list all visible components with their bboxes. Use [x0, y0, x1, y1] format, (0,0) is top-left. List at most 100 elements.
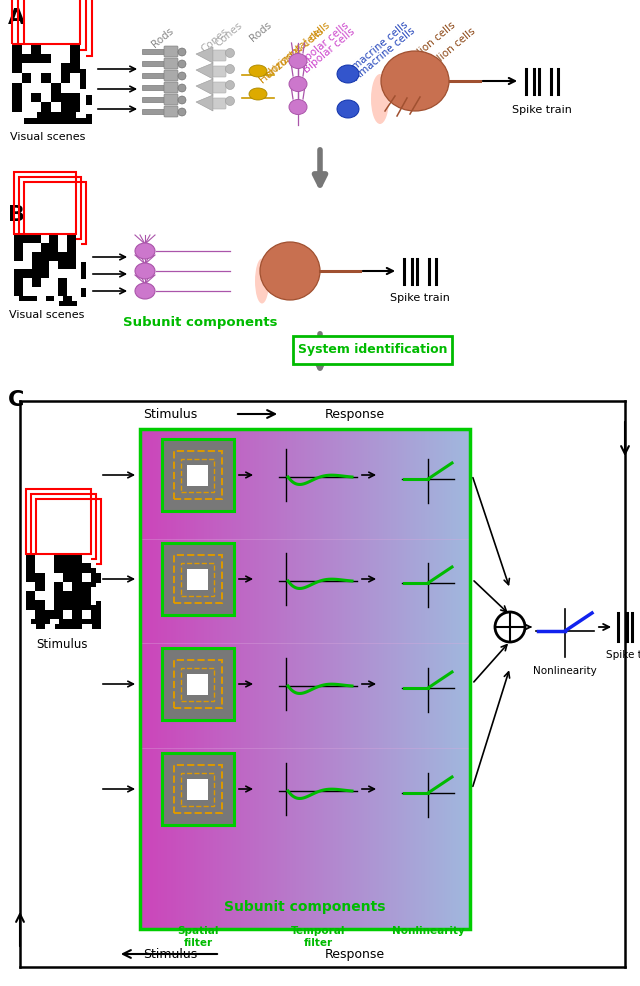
Bar [23, 235, 32, 244]
Bar [86, 615, 96, 624]
Bar [41, 54, 51, 64]
Bar [28, 293, 36, 302]
Bar [24, 96, 34, 106]
Bar [44, 96, 53, 106]
Bar [162, 753, 234, 825]
Bar [51, 104, 61, 112]
Bar [63, 266, 72, 275]
Bar [47, 109, 57, 119]
Bar [31, 104, 41, 112]
Bar [54, 592, 63, 600]
Bar [77, 605, 86, 615]
Bar [18, 0, 86, 51]
Bar [28, 240, 36, 248]
Bar [54, 284, 63, 293]
Bar [24, 253, 33, 262]
Bar [73, 564, 83, 574]
Text: Nonlinearity: Nonlinearity [533, 666, 597, 675]
Text: Spike train: Spike train [512, 105, 572, 115]
Text: Amacrine cells: Amacrine cells [345, 20, 410, 77]
Text: Response: Response [325, 948, 385, 960]
Bar [77, 253, 86, 262]
Bar [77, 569, 86, 578]
Bar [57, 51, 67, 61]
Bar [92, 574, 101, 583]
Bar [72, 96, 83, 106]
Bar [54, 574, 64, 583]
Bar [12, 64, 22, 74]
Bar [83, 593, 92, 601]
Bar [36, 240, 45, 248]
Bar [18, 100, 28, 109]
Bar [28, 109, 37, 119]
Bar [28, 275, 36, 284]
Text: Spatial
filter: Spatial filter [177, 925, 219, 947]
Bar [72, 266, 81, 275]
Bar [24, 0, 92, 57]
Bar [70, 64, 80, 74]
Bar [82, 554, 91, 564]
Bar [23, 270, 32, 279]
Bar [31, 64, 41, 74]
Bar [49, 261, 58, 270]
Bar [45, 583, 54, 592]
Bar [57, 80, 67, 90]
Bar [31, 94, 41, 104]
Bar [67, 279, 76, 288]
Circle shape [178, 85, 186, 93]
Bar [82, 610, 91, 619]
Bar [70, 45, 80, 54]
Bar [28, 248, 36, 257]
Bar [76, 90, 86, 100]
Bar [45, 293, 54, 302]
Bar [54, 583, 64, 593]
Bar [14, 270, 23, 279]
Text: Temporal
filter: Temporal filter [291, 925, 345, 947]
Text: Spike train: Spike train [606, 650, 640, 660]
Bar [82, 573, 91, 583]
Text: Visual scenes: Visual scenes [10, 310, 84, 319]
FancyBboxPatch shape [164, 106, 178, 118]
Bar [49, 279, 58, 288]
FancyBboxPatch shape [293, 336, 452, 365]
Bar [28, 266, 36, 275]
Text: C: C [8, 389, 24, 409]
Bar [140, 430, 470, 929]
Bar [77, 615, 86, 624]
Bar [24, 106, 34, 115]
Bar [32, 270, 40, 279]
Bar [72, 240, 81, 248]
Bar [83, 115, 92, 125]
Bar [54, 564, 63, 573]
Bar [68, 280, 77, 289]
Bar [53, 106, 63, 115]
Bar [51, 64, 61, 74]
Bar [24, 280, 33, 289]
Bar [14, 261, 23, 270]
Bar [51, 94, 61, 104]
Bar [45, 240, 54, 248]
Circle shape [178, 97, 186, 105]
Bar [19, 248, 28, 257]
Bar [24, 115, 34, 125]
Bar [42, 253, 51, 262]
Bar [22, 45, 31, 54]
Bar [49, 569, 59, 578]
Bar [58, 252, 67, 261]
Bar [18, 90, 28, 100]
Bar [31, 495, 96, 559]
Bar [57, 61, 67, 70]
Bar [63, 554, 72, 564]
Bar [19, 284, 28, 293]
Text: B: B [8, 205, 25, 225]
Bar [63, 57, 72, 67]
Bar [34, 76, 44, 86]
Bar [24, 245, 33, 253]
Bar [22, 104, 31, 112]
FancyBboxPatch shape [164, 71, 178, 82]
Bar [35, 600, 45, 610]
Bar [54, 275, 63, 284]
Bar [162, 649, 234, 720]
Bar [41, 64, 51, 74]
Circle shape [178, 49, 186, 57]
